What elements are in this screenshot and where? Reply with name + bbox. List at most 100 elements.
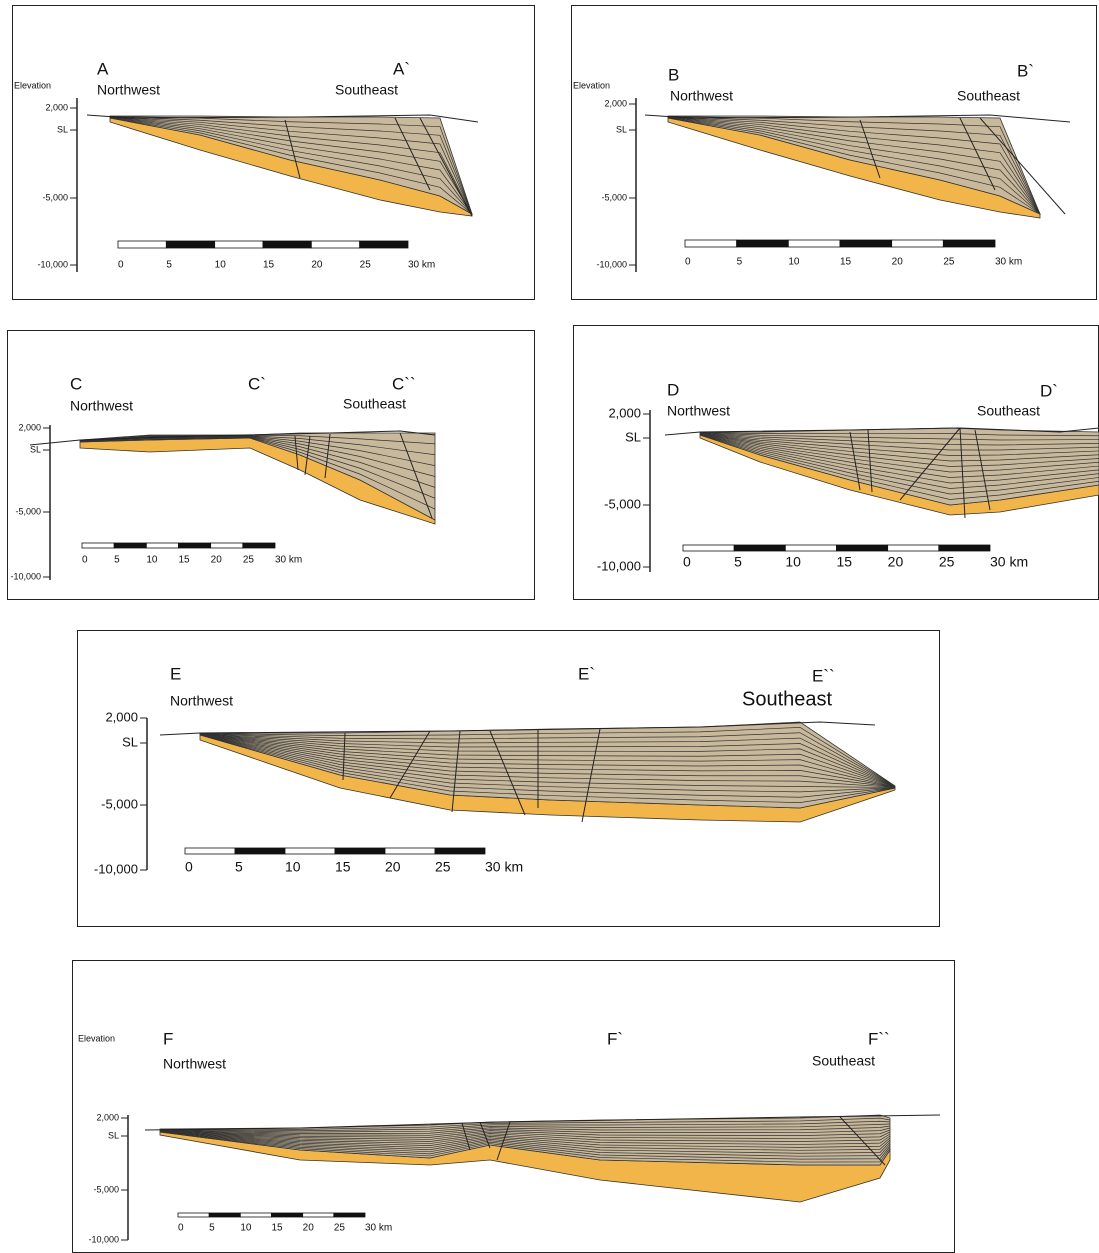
scale-segment (178, 1213, 209, 1217)
elevation-tick-label: SL (30, 444, 41, 454)
scale-label: 15 (263, 260, 275, 271)
scale-segment (734, 545, 785, 551)
scale-label: 10 (215, 260, 227, 271)
elevation-tick-label: -5,000 (42, 192, 68, 202)
scale-segment (892, 240, 944, 247)
scale-label: 5 (209, 1223, 215, 1234)
panel: BB`NorthwestSoutheastElevation2,000SL-5,… (572, 6, 1097, 300)
scale-segment (118, 241, 166, 248)
scale-label: 30 km (275, 555, 302, 566)
elevation-tick-label: 2,000 (105, 709, 138, 724)
elevation-tick-label: SL (616, 124, 627, 134)
section-label: E`` (812, 666, 835, 685)
scale-segment (335, 848, 385, 854)
scale-label: 5 (235, 859, 243, 875)
cross-sections: A A` Northwest Southeast Elevation 2,000 SL -5,… (0, 0, 1099, 1253)
scale-segment (788, 240, 840, 247)
direction-label: Northwest (170, 693, 233, 709)
scale-label: 25 (435, 859, 451, 875)
scale-segment (303, 1213, 334, 1217)
elevation-tick-label: -10,000 (94, 861, 138, 876)
scale-segment (272, 1213, 303, 1217)
scale-segment (334, 1213, 365, 1217)
panel: EE`E``NorthwestSoutheast2,000SL-5,000-10… (78, 631, 940, 927)
scale-segment (360, 241, 408, 248)
scale-label: 30 km (408, 260, 435, 271)
direction-label: Southeast (742, 688, 833, 710)
direction-label: Southeast (812, 1053, 875, 1069)
scale-segment (840, 240, 892, 247)
scale-label: 25 (939, 554, 955, 570)
scale-segment (737, 240, 789, 247)
section-label: F (163, 1029, 173, 1048)
section-label: A` (393, 59, 410, 78)
direction-label: Northwest (667, 403, 730, 419)
scale-label: 10 (788, 257, 800, 268)
direction-label: Southeast (343, 396, 406, 412)
scale-segment (939, 545, 990, 551)
scale-label: 25 (943, 257, 955, 268)
elevation-tick-label: -5,000 (15, 506, 41, 516)
scale-label: 25 (243, 555, 255, 566)
scale-segment (385, 848, 435, 854)
section-label: C`` (392, 374, 416, 393)
scale-label: 0 (685, 257, 691, 268)
section-label: D (667, 380, 679, 399)
scale-segment (166, 241, 214, 248)
elevation-title: Elevation (78, 1033, 115, 1043)
scale-segment (235, 848, 285, 854)
section-label: B` (1017, 61, 1034, 80)
scale-label: 20 (888, 554, 904, 570)
scale-label: 0 (185, 859, 193, 875)
section-label: E (170, 664, 181, 683)
scale-label: 5 (737, 257, 743, 268)
scale-segment (683, 545, 734, 551)
scale-label: 20 (892, 257, 904, 268)
scale-segment (185, 848, 235, 854)
scale-label: 20 (303, 1223, 315, 1234)
scale-segment (685, 240, 737, 247)
scale-label: 20 (385, 859, 401, 875)
elevation-tick-label: -5,000 (601, 192, 627, 202)
section-label: A (97, 59, 109, 78)
scale-segment (146, 543, 178, 548)
direction-label: Southeast (957, 88, 1020, 104)
direction-label: Northwest (97, 82, 160, 98)
section-label: C (70, 374, 82, 393)
scale-segment (837, 545, 888, 551)
scale-segment (285, 848, 335, 854)
scale-label: 10 (285, 859, 301, 875)
scale-label: 25 (334, 1223, 346, 1234)
direction-label: Northwest (163, 1056, 226, 1072)
elevation-title: Elevation (14, 80, 51, 90)
scale-segment (435, 848, 485, 854)
scale-segment (114, 543, 146, 548)
scale-segment (209, 1213, 240, 1217)
scale-label: 30 km (990, 554, 1028, 570)
direction-label: Southeast (977, 403, 1040, 419)
scale-segment (785, 545, 836, 551)
elevation-tick-label: -10,000 (88, 1234, 119, 1244)
scale-label: 5 (166, 260, 172, 271)
scale-label: 30 km (365, 1223, 392, 1234)
scale-segment (211, 543, 243, 548)
section-label: C` (248, 374, 266, 393)
scale-segment (243, 543, 275, 548)
direction-label: Southeast (335, 82, 398, 98)
scale-segment (179, 543, 211, 548)
scale-label: 5 (114, 555, 120, 566)
elevation-title: Elevation (573, 80, 610, 90)
elevation-tick-label: -5,000 (604, 496, 641, 511)
scale-label: 15 (272, 1223, 284, 1234)
scale-label: 15 (837, 554, 853, 570)
scale-label: 10 (240, 1223, 252, 1234)
elevation-tick-label: SL (122, 734, 138, 749)
elevation-tick-label: SL (108, 1130, 119, 1140)
scale-label: 30 km (995, 257, 1022, 268)
section-label: B (668, 65, 679, 84)
elevation-tick-label: 2,000 (604, 98, 627, 108)
scale-label: 0 (683, 554, 691, 570)
scale-segment (888, 545, 939, 551)
scale-segment (240, 1213, 271, 1217)
